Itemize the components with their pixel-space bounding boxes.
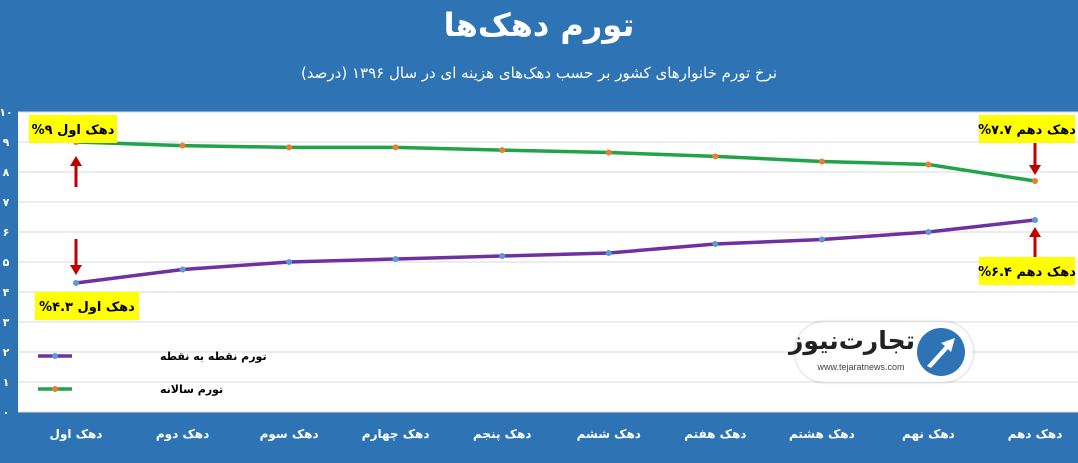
y-tick-label: ۵	[3, 256, 10, 269]
x-tick-label: دهک نهم	[902, 427, 955, 441]
annotation-box	[979, 257, 1075, 285]
x-tick-label: دهک پنجم	[473, 427, 531, 441]
data-point	[712, 241, 719, 247]
data-point	[1032, 178, 1038, 184]
x-tick-label: دهک ششم	[577, 427, 641, 441]
annotation-arrowhead	[1029, 165, 1041, 175]
data-point	[179, 142, 186, 149]
data-point	[73, 280, 79, 286]
data-point	[499, 147, 506, 154]
series-line	[75, 140, 1036, 183]
y-tick-label: ۰	[3, 406, 10, 419]
tejaratnews-logo-icon	[917, 328, 965, 376]
annotation-label: دهک اول ۹%	[32, 123, 115, 138]
x-tick-label: دهک سوم	[260, 427, 319, 442]
series-line	[75, 218, 1036, 285]
annotation-arrowhead	[70, 265, 82, 275]
legend-marker	[52, 353, 58, 359]
logo-name: تجارت‌نیوز	[789, 326, 915, 355]
annotation-label: دهک دهم ۶.۴%	[978, 265, 1076, 280]
watermark-logo: تجارت‌نیوز www.tejaratnews.com	[789, 322, 973, 382]
data-point	[925, 161, 932, 168]
y-tick-label: ۹	[3, 136, 10, 149]
annotation-label: دهک دهم ۷.۷%	[978, 123, 1076, 138]
data-point	[605, 250, 612, 256]
x-tick-label: دهک چهارم	[362, 427, 430, 442]
data-point	[286, 144, 293, 151]
y-tick-label: ۴	[3, 286, 10, 299]
annotation-label: دهک اول ۴.۳%	[39, 300, 135, 315]
data-point	[605, 149, 612, 156]
chart-subtitle: نرخ تورم خانوارهای کشور بر حسب دهک‌های ه…	[300, 64, 778, 82]
x-tick-label: دهک اول	[50, 427, 103, 442]
data-point	[286, 259, 293, 265]
y-tick-label: ۳	[3, 316, 10, 329]
y-tick-label: ۸	[3, 166, 10, 179]
annotation-box	[35, 292, 139, 320]
data-point	[818, 158, 825, 165]
y-tick-label: ۱۰	[0, 106, 13, 119]
data-point	[1032, 217, 1038, 223]
annotation-box	[979, 115, 1075, 143]
data-point	[925, 229, 932, 235]
data-point	[179, 266, 186, 273]
data-point	[712, 153, 719, 160]
y-tick-label: ۷	[3, 196, 10, 209]
data-point	[392, 256, 399, 262]
legend-label: تورم نقطه به نقطه	[160, 350, 267, 363]
x-tick-label: دهک هفتم	[684, 427, 746, 441]
y-tick-label: ۲	[3, 346, 10, 359]
data-point	[392, 144, 399, 151]
logo-url: www.tejaratnews.com	[817, 362, 905, 372]
legend-label: تورم سالانه	[160, 383, 223, 396]
chart-title: تورم دهک‌ها	[443, 6, 635, 44]
data-point	[499, 253, 506, 259]
y-tick-label: ۱	[3, 376, 10, 389]
x-tick-label: دهک دهم	[1008, 427, 1063, 441]
data-point	[818, 236, 825, 243]
annotation-arrowhead	[70, 156, 82, 166]
annotation-box	[29, 115, 117, 143]
x-tick-label: دهک دوم	[156, 427, 209, 442]
x-tick-label: دهک هشتم	[789, 427, 855, 441]
annotation-arrowhead	[1029, 227, 1041, 237]
y-tick-label: ۶	[3, 226, 10, 239]
legend-marker	[52, 386, 58, 392]
